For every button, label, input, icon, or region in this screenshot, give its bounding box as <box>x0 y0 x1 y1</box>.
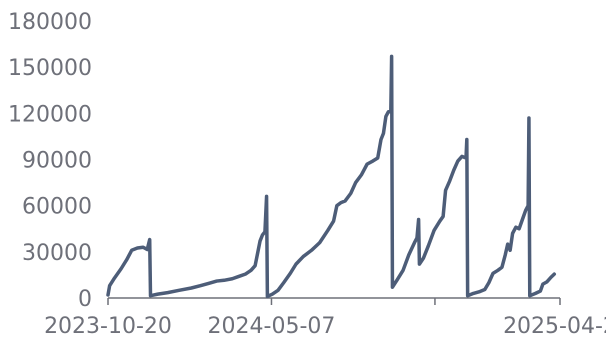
x-tick-label: 2025-04-2 <box>503 314 606 339</box>
x-tick-label: 2023-10-20 <box>44 314 172 339</box>
y-tick-label: 90000 <box>22 149 92 174</box>
y-tick-label: 180000 <box>8 10 92 35</box>
x-axis: 2023-10-20 2024-05-07 2025-04-2 <box>44 297 606 339</box>
y-tick-label: 120000 <box>8 102 92 127</box>
y-tick-label: 150000 <box>8 56 92 81</box>
y-tick-label: 60000 <box>22 195 92 220</box>
series-layer <box>106 54 557 299</box>
series-line <box>106 54 557 299</box>
y-tick-label: 0 <box>78 287 92 312</box>
y-axis-tick-labels: 0 30000 60000 90000 120000 150000 180000 <box>8 10 92 312</box>
y-tick-label: 30000 <box>22 241 92 266</box>
x-tick-label: 2024-05-07 <box>208 314 336 339</box>
